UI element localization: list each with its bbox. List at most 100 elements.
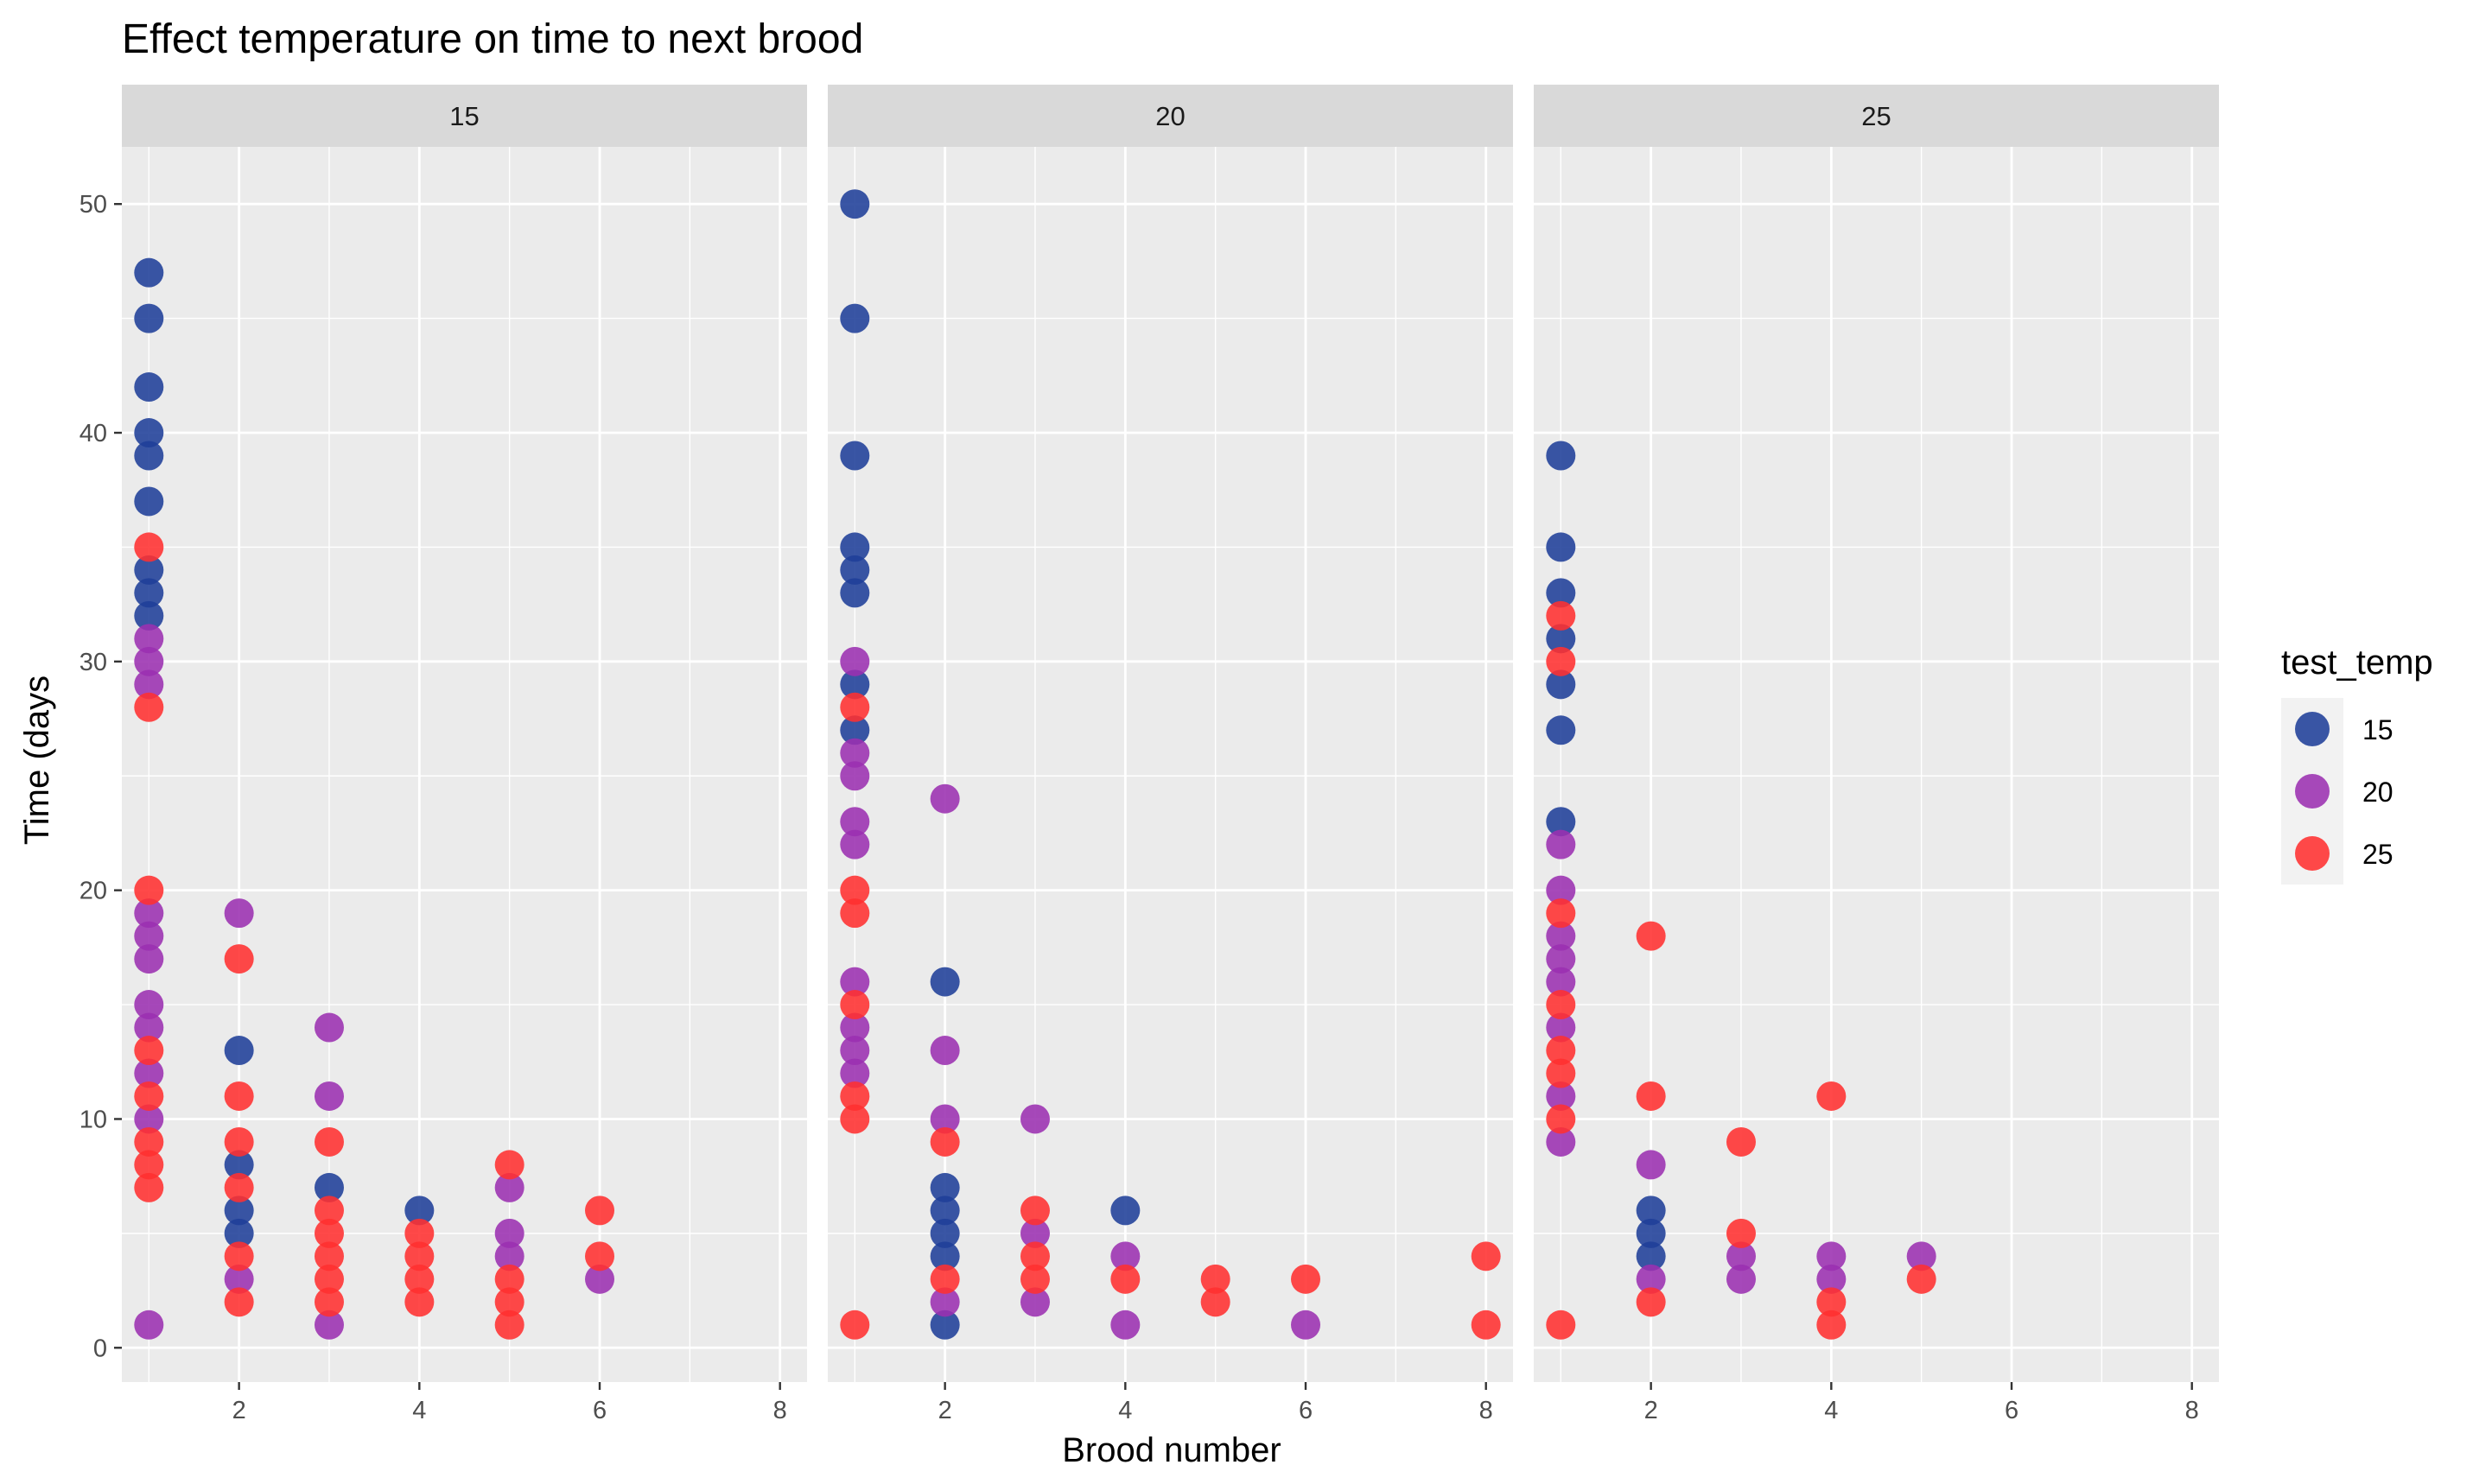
y-tick-label: 0 <box>93 1335 107 1362</box>
x-axis-title: Brood number <box>1062 1431 1281 1469</box>
data-point-25 <box>314 1241 344 1272</box>
legend-label-20: 20 <box>2362 777 2394 808</box>
data-point-25 <box>404 1218 435 1248</box>
data-point-25 <box>1726 1126 1756 1157</box>
data-point-25 <box>134 532 164 562</box>
data-point-25 <box>840 1081 870 1111</box>
data-point-25 <box>224 1172 254 1202</box>
facet-panel-25: 25 2 4 6 8 <box>1534 85 2219 1424</box>
data-point-15 <box>1546 669 1576 700</box>
x-tick-label: 2 <box>1644 1397 1658 1424</box>
data-point-25 <box>494 1287 524 1317</box>
data-point-15 <box>224 1195 254 1226</box>
data-point-20 <box>134 990 164 1020</box>
chart-title: Effect temperature on time to next brood <box>122 16 863 62</box>
data-point-15 <box>840 303 870 333</box>
data-point-15 <box>840 669 870 700</box>
data-point-20 <box>1726 1241 1756 1272</box>
data-point-25 <box>1471 1241 1501 1272</box>
data-point-15 <box>404 1195 435 1226</box>
legend-title: test_temp <box>2281 644 2433 682</box>
data-point-20 <box>930 783 960 814</box>
data-point-25 <box>314 1195 344 1226</box>
legend: test_temp 15 20 25 <box>2281 644 2433 885</box>
data-point-25 <box>1020 1264 1050 1294</box>
data-point-15 <box>134 441 164 471</box>
data-point-25 <box>134 875 164 905</box>
data-point-25 <box>134 1172 164 1202</box>
data-point-20 <box>314 1081 344 1111</box>
data-point-20 <box>1636 1264 1666 1294</box>
data-point-25 <box>224 1126 254 1157</box>
data-point-25 <box>1726 1218 1756 1248</box>
data-point-20 <box>494 1172 524 1202</box>
data-point-20 <box>1546 1012 1576 1043</box>
data-point-20 <box>134 624 164 654</box>
data-point-15 <box>134 555 164 585</box>
data-point-25 <box>1816 1310 1847 1340</box>
data-point-20 <box>1726 1264 1756 1294</box>
facet-panel-20: 20 2 4 6 8 <box>828 85 1513 1424</box>
data-point-20 <box>1020 1287 1050 1317</box>
data-point-20 <box>930 1104 960 1134</box>
data-point-25 <box>1020 1241 1050 1272</box>
data-point-15 <box>1546 624 1576 654</box>
data-point-25 <box>134 1036 164 1066</box>
data-point-25 <box>840 1310 870 1340</box>
legend-key-20 <box>2295 774 2330 809</box>
data-point-25 <box>134 692 164 722</box>
data-point-25 <box>585 1195 615 1226</box>
legend-label-15: 15 <box>2362 714 2394 745</box>
data-point-15 <box>930 967 960 997</box>
data-point-25 <box>224 1081 254 1111</box>
data-point-15 <box>134 600 164 631</box>
data-point-20 <box>494 1241 524 1272</box>
data-point-25 <box>1636 1287 1666 1317</box>
data-point-20 <box>1020 1104 1050 1134</box>
data-point-25 <box>1471 1310 1501 1340</box>
facet-panel-15: 15 2 4 6 8 0 10 20 30 40 50 <box>79 85 807 1424</box>
data-point-25 <box>1546 1310 1576 1340</box>
x-tick-label: 8 <box>1479 1397 1493 1424</box>
data-point-20 <box>1110 1241 1141 1272</box>
data-point-20 <box>494 1218 524 1248</box>
x-tick-label: 6 <box>593 1397 607 1424</box>
data-point-25 <box>314 1287 344 1317</box>
data-point-20 <box>930 1287 960 1317</box>
data-point-15 <box>840 532 870 562</box>
data-point-15 <box>930 1241 960 1272</box>
data-point-25 <box>1110 1264 1141 1294</box>
x-tick-label: 4 <box>412 1397 426 1424</box>
data-point-20 <box>840 807 870 837</box>
data-point-20 <box>134 1310 164 1340</box>
data-point-20 <box>840 761 870 791</box>
data-point-25 <box>404 1264 435 1294</box>
legend-label-25: 25 <box>2362 839 2394 870</box>
data-point-15 <box>930 1195 960 1226</box>
data-point-15 <box>1546 807 1576 837</box>
data-point-15 <box>930 1172 960 1202</box>
data-point-20 <box>1816 1264 1847 1294</box>
data-point-25 <box>1816 1287 1847 1317</box>
data-point-20 <box>840 829 870 859</box>
data-point-20 <box>224 1264 254 1294</box>
data-point-15 <box>134 418 164 448</box>
data-point-20 <box>1906 1241 1936 1272</box>
facet-strip-label: 15 <box>449 101 479 131</box>
data-point-25 <box>494 1264 524 1294</box>
data-point-25 <box>840 692 870 722</box>
data-point-25 <box>1546 1036 1576 1066</box>
data-point-15 <box>840 189 870 219</box>
data-point-15 <box>1636 1195 1666 1226</box>
data-point-15 <box>1110 1195 1141 1226</box>
data-point-20 <box>134 898 164 929</box>
data-point-25 <box>224 1241 254 1272</box>
data-point-25 <box>314 1264 344 1294</box>
x-tick-label: 8 <box>773 1397 787 1424</box>
data-point-20 <box>314 1012 344 1043</box>
x-tick-label: 6 <box>2005 1397 2018 1424</box>
data-point-25 <box>1546 646 1576 676</box>
data-point-25 <box>1200 1287 1230 1317</box>
data-point-25 <box>1636 1081 1666 1111</box>
